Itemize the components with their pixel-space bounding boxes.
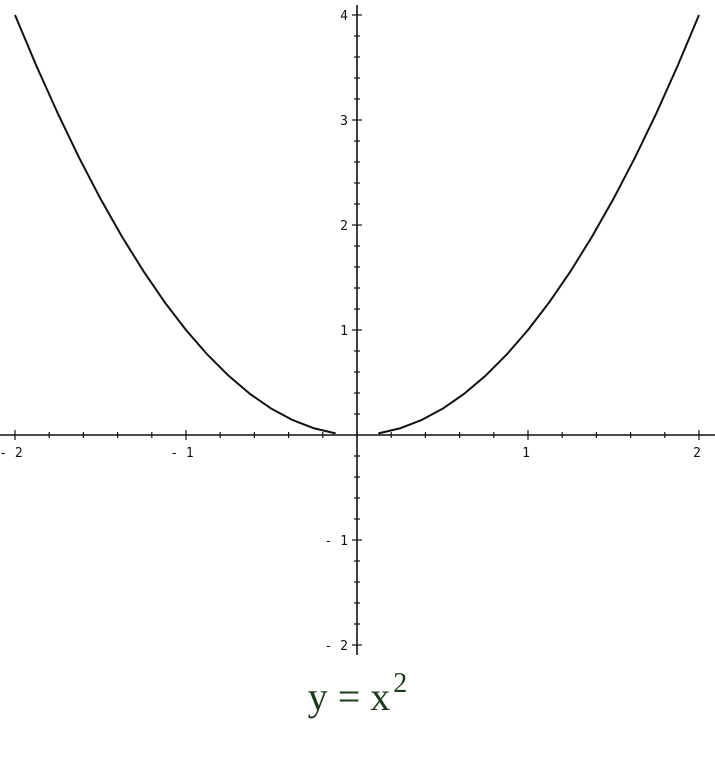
axes: - 2 - 1 1 2 - 2 - 1 1 2 3 4 bbox=[0, 5, 715, 655]
y-tick-label: 4 bbox=[340, 9, 348, 24]
y-tick-label: - 1 bbox=[325, 534, 348, 549]
title-exponent: 2 bbox=[393, 668, 408, 699]
x-tick-label: - 2 bbox=[0, 446, 23, 461]
y-tick-label: - 2 bbox=[325, 639, 348, 654]
curve-segment-1 bbox=[14, 14, 336, 435]
curves bbox=[14, 14, 700, 435]
x-tick-label: - 1 bbox=[170, 446, 193, 461]
title-main: y = x bbox=[307, 674, 391, 719]
plot-area: - 2 - 1 1 2 - 2 - 1 1 2 3 4 bbox=[0, 5, 715, 655]
y-tick-label: 1 bbox=[340, 324, 348, 339]
y-tick-label: 2 bbox=[340, 219, 348, 234]
x-tick-label: 2 bbox=[693, 446, 701, 461]
x-tick-label: 1 bbox=[522, 446, 530, 461]
y-tick-label: 3 bbox=[340, 114, 348, 129]
curve-segment-2 bbox=[378, 14, 700, 435]
